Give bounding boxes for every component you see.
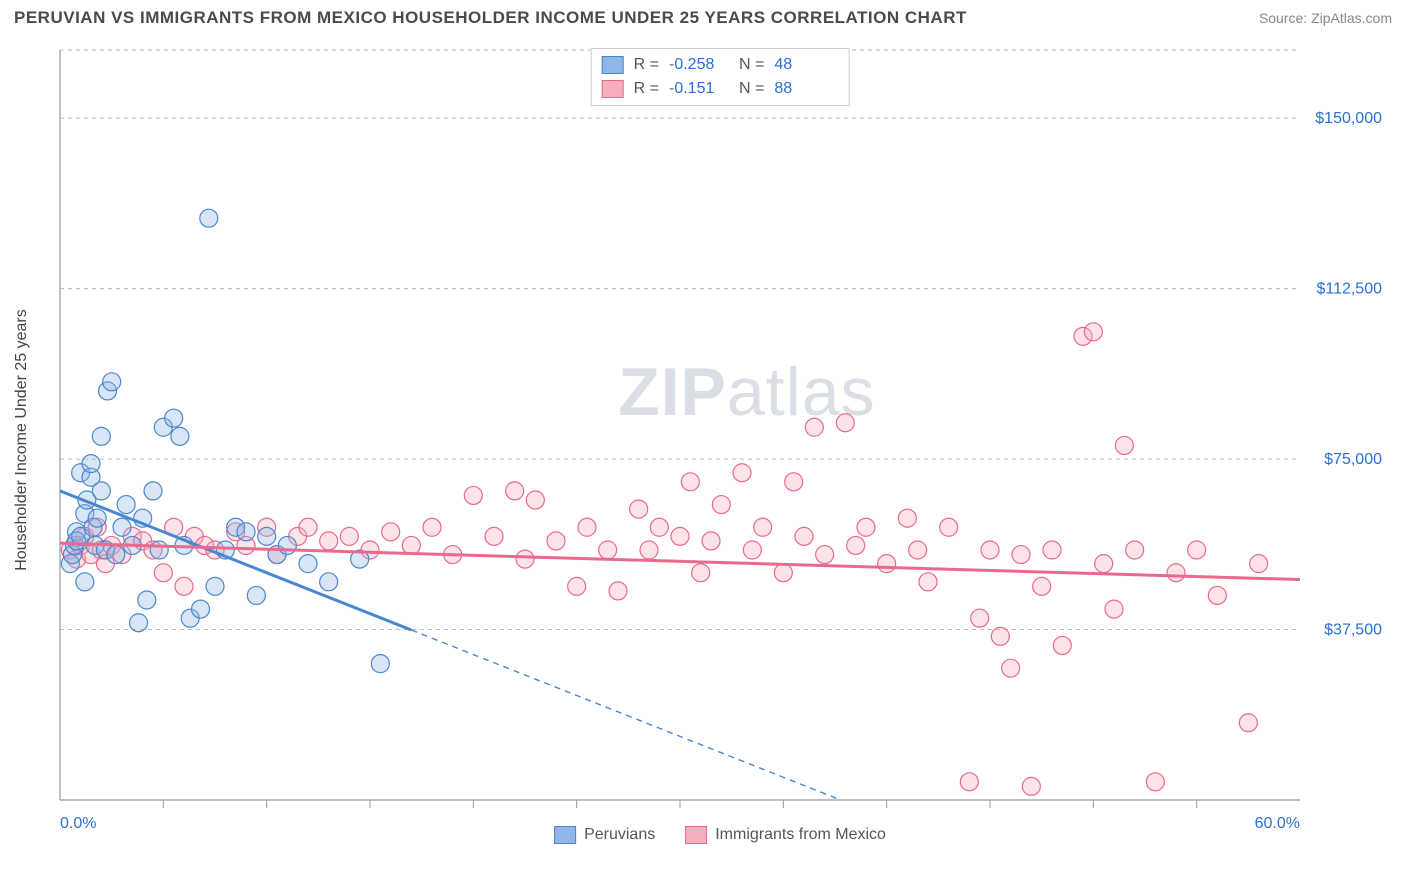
chart-source: Source: ZipAtlas.com [1259,10,1392,26]
legend-label: Peruvians [584,826,655,844]
r-value-peruvians: -0.258 [669,53,729,77]
r-label: R = [634,77,659,101]
r-value-mexico: -0.151 [669,77,729,101]
y-axis-label: Householder Income Under 25 years [13,309,31,570]
n-label: N = [739,53,764,77]
plot-area: Householder Income Under 25 years 0.0%60… [50,40,1390,840]
n-label: N = [739,77,764,101]
scatter-chart: 0.0% 60.0% $37,500 $75,000 $112,500 $150,000 [50,40,1390,840]
legend-item-mexico: Immigrants from Mexico [685,826,886,844]
legend-row-peruvians: R = -0.258 N = 48 [602,53,835,77]
svg-text:$75,000: $75,000 [1324,451,1382,468]
legend-item-peruvians: Peruvians [554,826,655,844]
svg-text:$112,500: $112,500 [1316,281,1382,298]
svg-text:0.0%: 0.0% [60,815,96,832]
r-label: R = [634,53,659,77]
swatch-peruvians [602,56,624,74]
swatch-peruvians [554,826,576,844]
svg-text:$150,000: $150,000 [1315,110,1382,127]
chart-header: PERUVIAN VS IMMIGRANTS FROM MEXICO HOUSE… [0,0,1406,34]
svg-text:$37,500: $37,500 [1324,622,1382,639]
legend-row-mexico: R = -0.151 N = 88 [602,77,835,101]
svg-text:60.0%: 60.0% [1255,815,1300,832]
correlation-legend: R = -0.258 N = 48 R = -0.151 N = 88 [591,48,850,106]
chart-title: PERUVIAN VS IMMIGRANTS FROM MEXICO HOUSE… [14,8,967,28]
series-legend: Peruvians Immigrants from Mexico [554,826,886,844]
n-value-peruvians: 48 [774,53,834,77]
swatch-mexico [602,80,624,98]
swatch-mexico [685,826,707,844]
legend-label: Immigrants from Mexico [715,826,886,844]
n-value-mexico: 88 [774,77,834,101]
